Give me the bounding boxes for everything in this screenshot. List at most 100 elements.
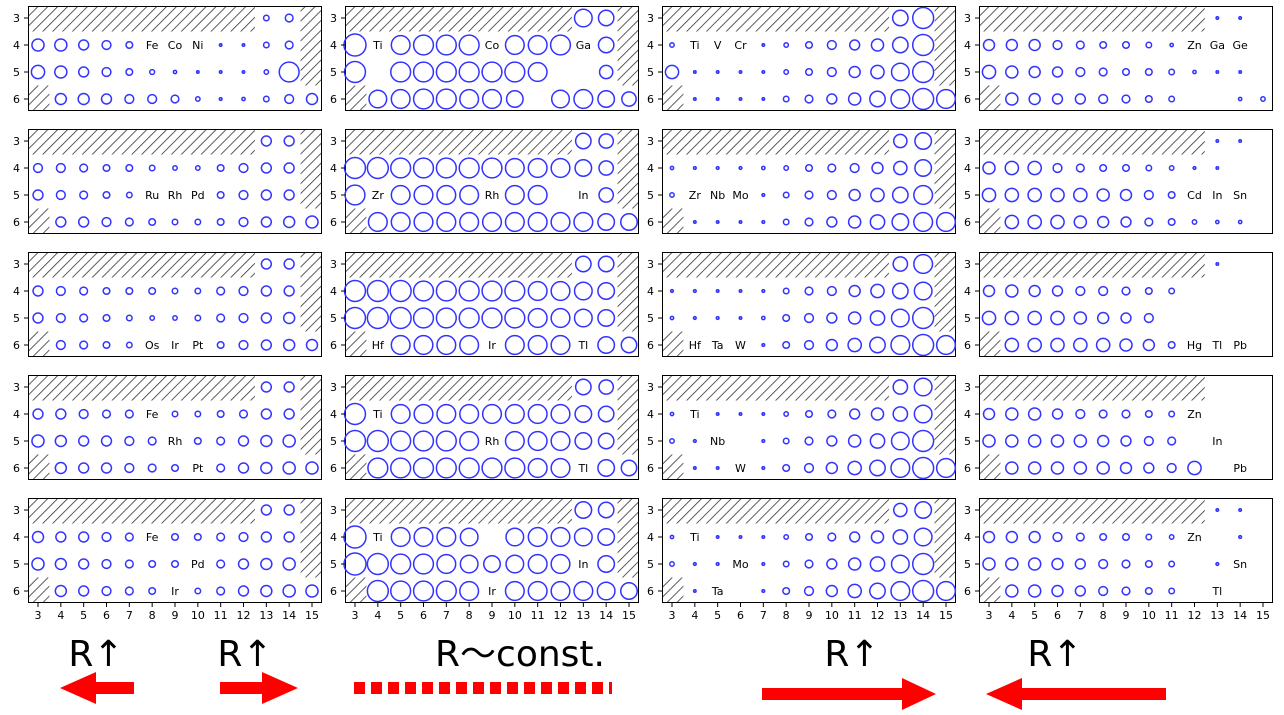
data-point: [172, 69, 178, 75]
panel-frame: [979, 375, 1273, 480]
data-point: [412, 430, 435, 452]
y-tick-label: 3: [964, 12, 971, 25]
data-point: [890, 431, 910, 451]
data-point: [1028, 92, 1041, 106]
data-point: [573, 211, 594, 233]
hatch-top: [979, 375, 1205, 401]
data-point: [77, 39, 90, 51]
x-tick-label: 14: [282, 609, 296, 622]
data-point: [911, 60, 935, 84]
data-point: [1167, 190, 1176, 200]
panel-r0-c1: Ti Co Ga 3 4 5 6: [330, 6, 639, 111]
hatch-right: [300, 375, 322, 455]
data-point: [216, 163, 225, 173]
y-tick-label: 5: [647, 189, 654, 202]
element-label: Pd: [191, 189, 205, 202]
data-point: [170, 532, 180, 542]
x-tick-label: 11: [848, 609, 862, 622]
data-point: [148, 68, 156, 76]
data-point: [435, 430, 457, 452]
data-point: [782, 560, 790, 568]
element-label: Zr: [689, 189, 702, 202]
data-point: [278, 61, 300, 83]
data-point: [458, 457, 480, 479]
data-point: [1095, 337, 1111, 353]
data-point: [389, 306, 412, 330]
hatch-right: [934, 498, 956, 578]
data-point: [782, 340, 791, 350]
data-point: [282, 311, 296, 325]
data-point: [148, 586, 157, 596]
data-point: [669, 315, 675, 321]
data-point: [803, 312, 815, 324]
data-point: [869, 336, 886, 354]
data-point: [982, 407, 996, 421]
y-tick-label: 4: [964, 39, 971, 52]
element-label: Ti: [689, 531, 699, 544]
hatch-top: [662, 375, 889, 401]
data-point: [574, 132, 592, 150]
data-point: [1005, 92, 1019, 106]
element-label: In: [1212, 189, 1222, 202]
data-point: [1192, 69, 1197, 75]
element-label: Rh: [485, 435, 500, 448]
panel-frame: [28, 129, 322, 234]
data-point: [848, 188, 861, 202]
hatch-bottom-left: [345, 85, 367, 111]
data-point: [527, 211, 548, 233]
data-point: [102, 163, 111, 173]
data-point: [914, 132, 933, 150]
data-point: [170, 559, 180, 569]
data-point: [1028, 38, 1041, 52]
hatch-right: [300, 252, 322, 332]
panel-r3-c3: Zn In Pb 3 4 5 6: [964, 375, 1273, 480]
panel-r3-c0: Fe Rh Pt 3 4 5 6: [13, 375, 322, 480]
data-point: [573, 88, 594, 110]
data-point: [366, 552, 390, 576]
data-point: [55, 162, 66, 174]
data-point: [1050, 214, 1065, 230]
data-point: [826, 189, 837, 201]
data-point: [436, 184, 457, 206]
data-point: [305, 461, 319, 475]
data-point: [1098, 93, 1109, 105]
data-point: [982, 434, 996, 448]
data-point: [459, 580, 480, 602]
hatch-bottom-left: [28, 454, 50, 480]
panel-frame: [28, 6, 322, 111]
data-point: [1214, 219, 1220, 225]
data-point: [1074, 93, 1087, 105]
hatch-bottom-left: [345, 454, 367, 480]
panel-frame: [662, 375, 956, 480]
data-point: [1073, 215, 1088, 229]
data-point: [305, 338, 319, 352]
data-point: [1072, 337, 1088, 353]
data-point: [55, 531, 67, 543]
data-point: [1050, 461, 1065, 475]
data-point: [597, 213, 616, 231]
data-point: [804, 94, 814, 104]
x-tick-label: 3: [986, 609, 993, 622]
data-point: [597, 255, 615, 273]
data-point: [283, 135, 295, 147]
data-point: [260, 216, 273, 228]
data-point: [847, 337, 863, 353]
data-point: [77, 92, 90, 106]
data-point: [147, 93, 158, 105]
data-point: [1144, 586, 1153, 596]
data-point: [305, 584, 319, 598]
element-label: Ga: [576, 39, 591, 52]
data-point: [911, 552, 935, 576]
element-label: Ge: [1233, 39, 1249, 52]
data-point: [412, 157, 435, 179]
element-label: Mo: [732, 189, 748, 202]
element-label: V: [714, 39, 722, 52]
data-point: [935, 334, 957, 356]
data-point: [412, 61, 435, 83]
hatch-top: [662, 252, 889, 278]
data-point: [260, 531, 273, 543]
data-point: [237, 585, 250, 597]
data-point: [669, 192, 675, 198]
data-point: [871, 161, 884, 175]
data-point: [1074, 558, 1087, 570]
